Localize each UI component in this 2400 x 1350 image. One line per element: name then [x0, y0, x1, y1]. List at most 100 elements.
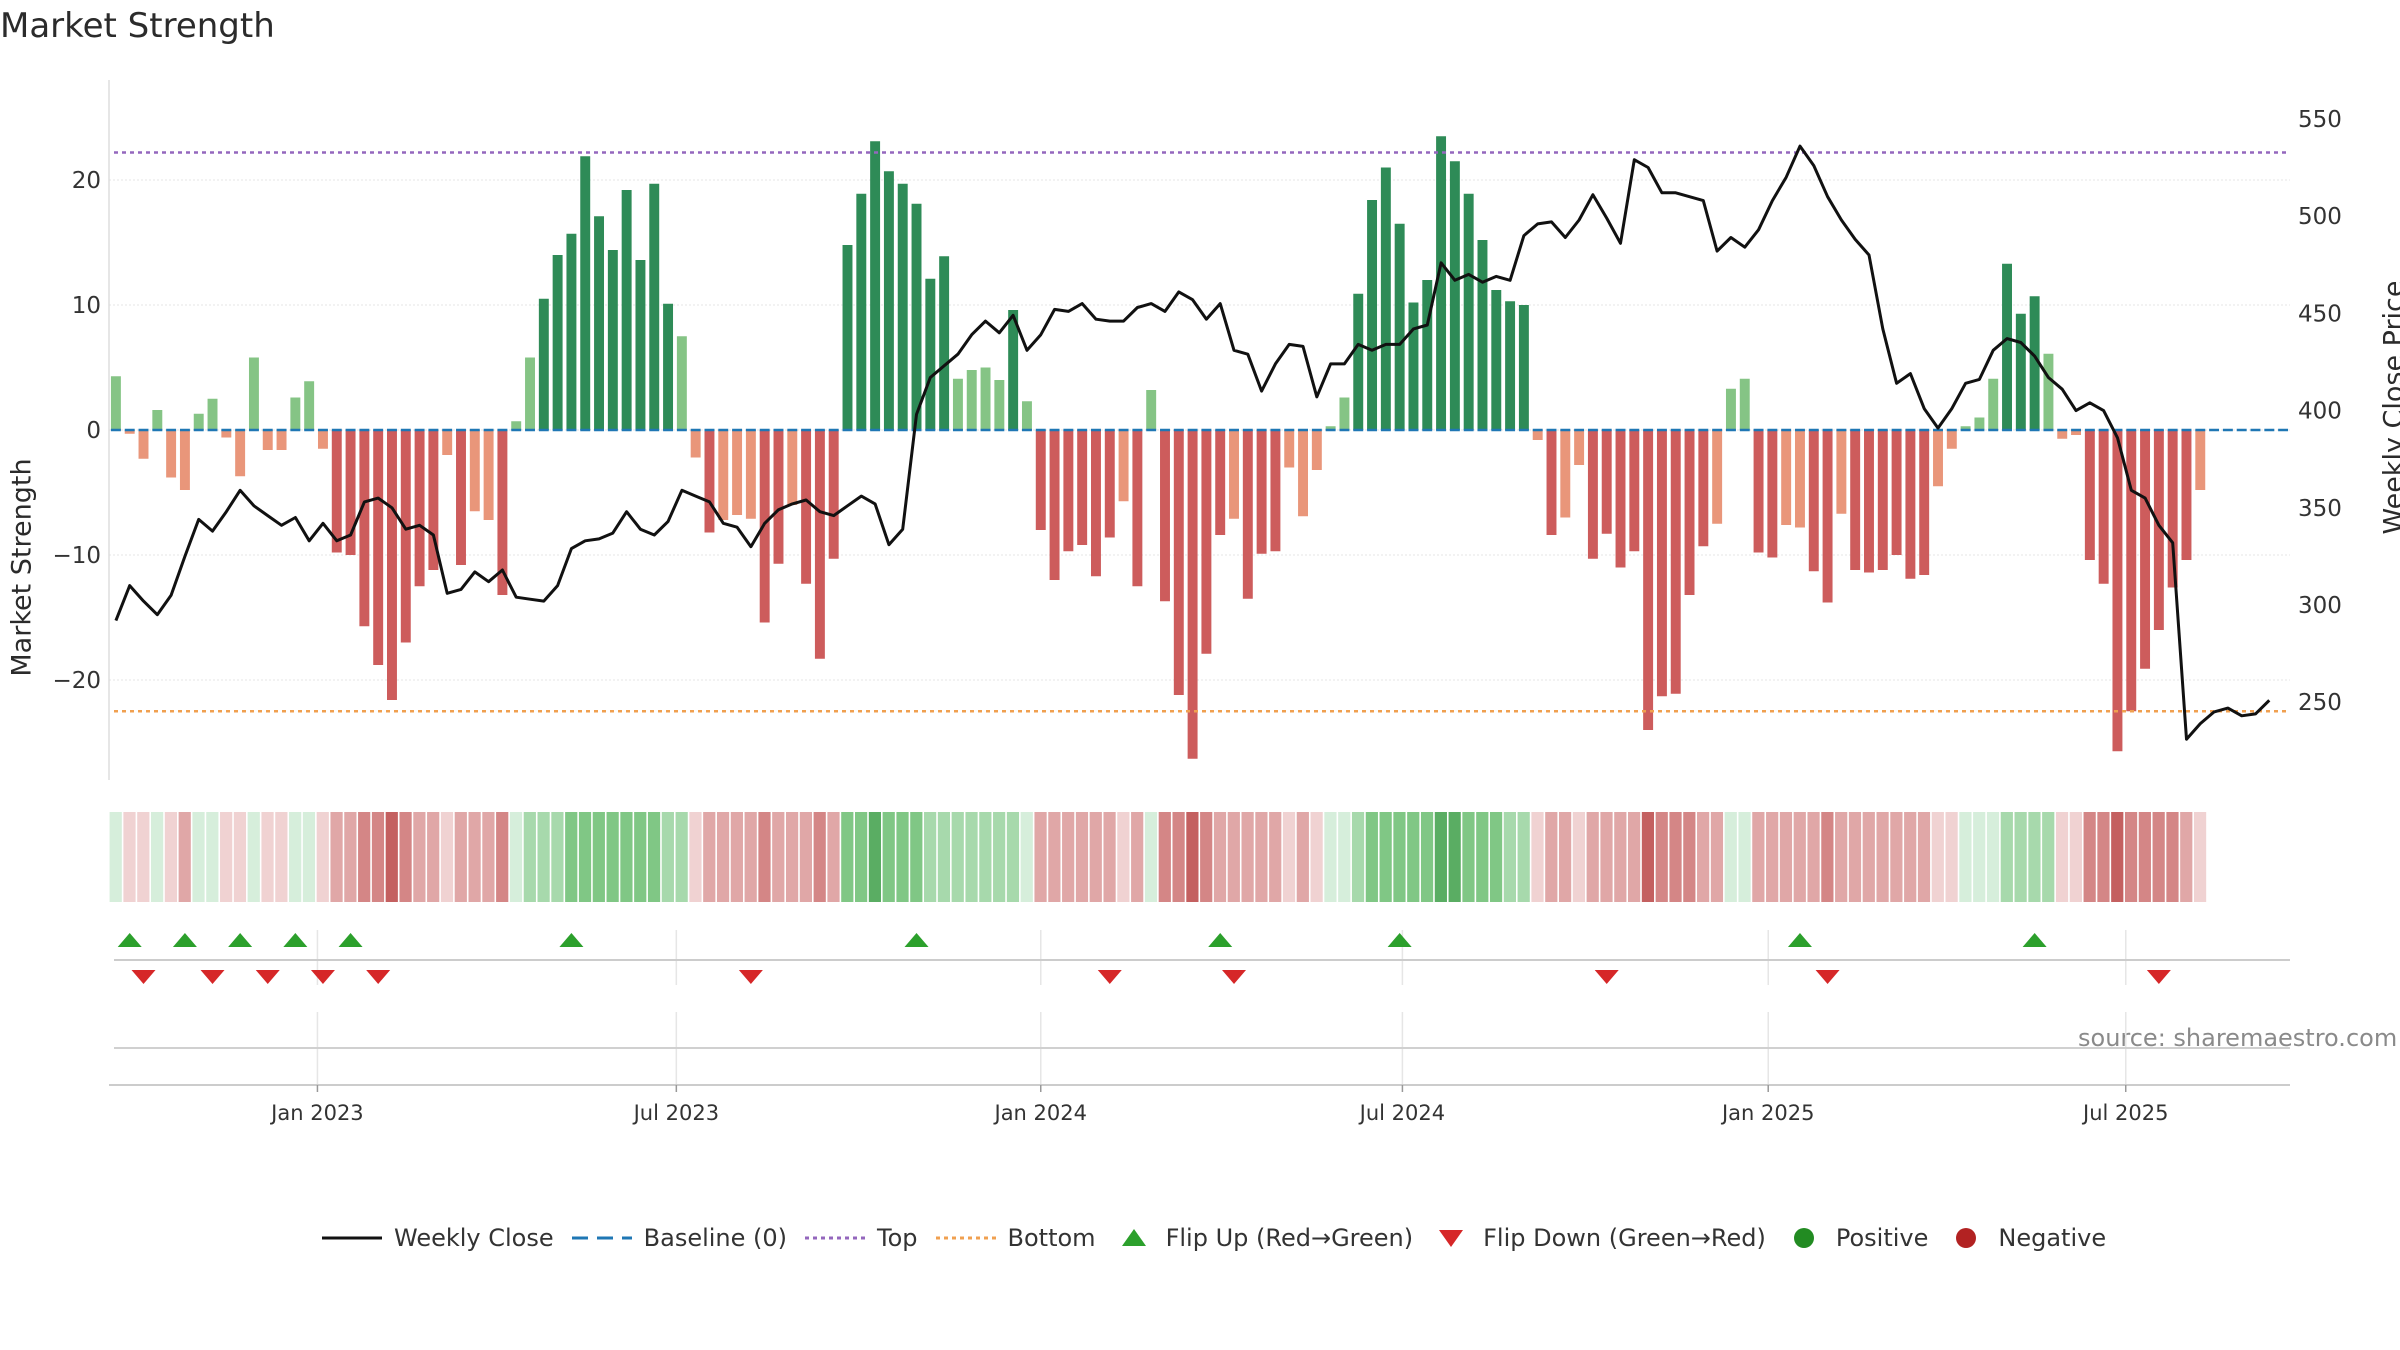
legend-item-baseline[interactable]: Baseline (0) [571, 1224, 787, 1252]
strip-cell [799, 812, 812, 902]
strength-bar [1546, 430, 1557, 535]
legend-item-flip-up[interactable]: Flip Up (Red→Green) [1114, 1224, 1413, 1252]
strength-bar [566, 233, 577, 430]
strength-bar [1794, 430, 1805, 528]
flip-up-marker [559, 933, 584, 947]
strip-cell [2166, 812, 2179, 902]
legend-item-positive[interactable]: Positive [1784, 1224, 1928, 1252]
flip-down-marker [1594, 970, 1619, 984]
strength-bar [925, 278, 936, 430]
strip-cell [1048, 812, 1061, 902]
strip-cell [2028, 812, 2041, 902]
strip-cell [468, 812, 481, 902]
strip-cell [661, 812, 674, 902]
strength-bar [1091, 430, 1101, 577]
y-tick-label-right: 250 [2298, 690, 2342, 716]
strength-bar [773, 430, 784, 564]
strip-cell [358, 812, 371, 902]
strip-cell [1062, 812, 1075, 902]
strength-bar [1035, 430, 1046, 530]
strip-cell [592, 812, 605, 902]
strength-bar [1946, 430, 1957, 449]
strength-bar [911, 203, 922, 430]
y-tick-label-right: 400 [2298, 399, 2342, 425]
strip-cell [1876, 812, 1889, 902]
axes: 20 10 0 −10 −20 250 300 350 400 450 500 550 [52, 80, 2342, 780]
strip-cell [1766, 812, 1779, 902]
flip-up-marker [2022, 933, 2047, 947]
strip-cell [1752, 812, 1765, 902]
strength-bar [1380, 167, 1391, 430]
strength-bar [1505, 301, 1516, 430]
strip-cell [1904, 812, 1917, 902]
strip-cell [1489, 812, 1503, 902]
strip-cell [758, 812, 771, 902]
strength-bar [414, 430, 425, 587]
y-tick-label-right: 300 [2298, 593, 2342, 619]
strip-cell [1420, 812, 1434, 902]
strength-bar [1919, 430, 1930, 575]
strip-cell [2193, 812, 2207, 902]
strip-cell [1269, 812, 1282, 902]
strength-bar [690, 430, 701, 458]
y-tick-label-right: 550 [2298, 107, 2342, 133]
strength-bar [1656, 430, 1667, 697]
strip-cell [1089, 812, 1102, 902]
strip-cell [772, 812, 785, 902]
strip-cell [937, 812, 951, 902]
flip-up-marker [904, 933, 929, 947]
strength-bar [1905, 430, 1916, 579]
legend-dash-icon [571, 1236, 632, 1240]
strength-bar [2015, 313, 2026, 430]
strip-cell [523, 812, 536, 902]
y-tick-label-right: 500 [2298, 204, 2342, 230]
strength-bar [676, 336, 687, 430]
strength-bar [1394, 223, 1405, 430]
strip-cell [1407, 812, 1420, 902]
strip-cell [1641, 812, 1655, 902]
flip-down-marker [2146, 970, 2171, 984]
strip-cell [882, 812, 895, 902]
strip-cell [606, 812, 619, 902]
flip-down-marker [200, 970, 225, 984]
flip-up-marker [283, 933, 308, 947]
legend-item-flip-down[interactable]: Flip Down (Green→Red) [1431, 1224, 1766, 1252]
strength-bar [1933, 430, 1943, 487]
legend-item-negative[interactable]: Negative [1946, 1224, 2106, 1252]
strength-bar [1808, 430, 1819, 572]
legend-label: Weekly Close [394, 1224, 554, 1252]
strip-cell [1586, 812, 1599, 902]
strip-cell [1917, 812, 1931, 902]
strength-bar [1367, 200, 1378, 430]
strip-cell [1006, 812, 1020, 902]
strip-cell [1241, 812, 1254, 902]
strip-cell [1434, 812, 1447, 902]
strip-cell [634, 812, 647, 902]
flip-up-marker [1787, 933, 1812, 947]
strength-bar [1574, 430, 1585, 465]
strength-bar [2112, 430, 2123, 752]
legend-item-bottom[interactable]: Bottom [935, 1224, 1096, 1252]
strip-cell [1282, 812, 1296, 902]
strip-cell [1807, 812, 1820, 902]
strip-cell [1462, 812, 1475, 902]
legend-item-top[interactable]: Top [805, 1224, 918, 1252]
strip-cell [1821, 812, 1834, 902]
strength-bar [1781, 430, 1792, 525]
strip-cell [2138, 812, 2151, 902]
strength-bar [1436, 136, 1447, 430]
strip-cell [316, 812, 329, 902]
flip-up-marker [338, 933, 363, 947]
legend-item-weekly-close[interactable]: Weekly Close [322, 1224, 554, 1252]
strip-cell [1572, 812, 1586, 902]
strip-cell [123, 812, 136, 902]
strength-bar [649, 183, 660, 430]
strip-cell [496, 812, 509, 902]
strength-bar [663, 303, 674, 430]
strip-cell [1931, 812, 1944, 902]
strength-bar [2071, 430, 2082, 435]
strength-bar [635, 260, 646, 430]
strength-bar [1132, 430, 1143, 587]
strip-cell [1393, 812, 1406, 902]
strip-cell [1365, 812, 1378, 902]
